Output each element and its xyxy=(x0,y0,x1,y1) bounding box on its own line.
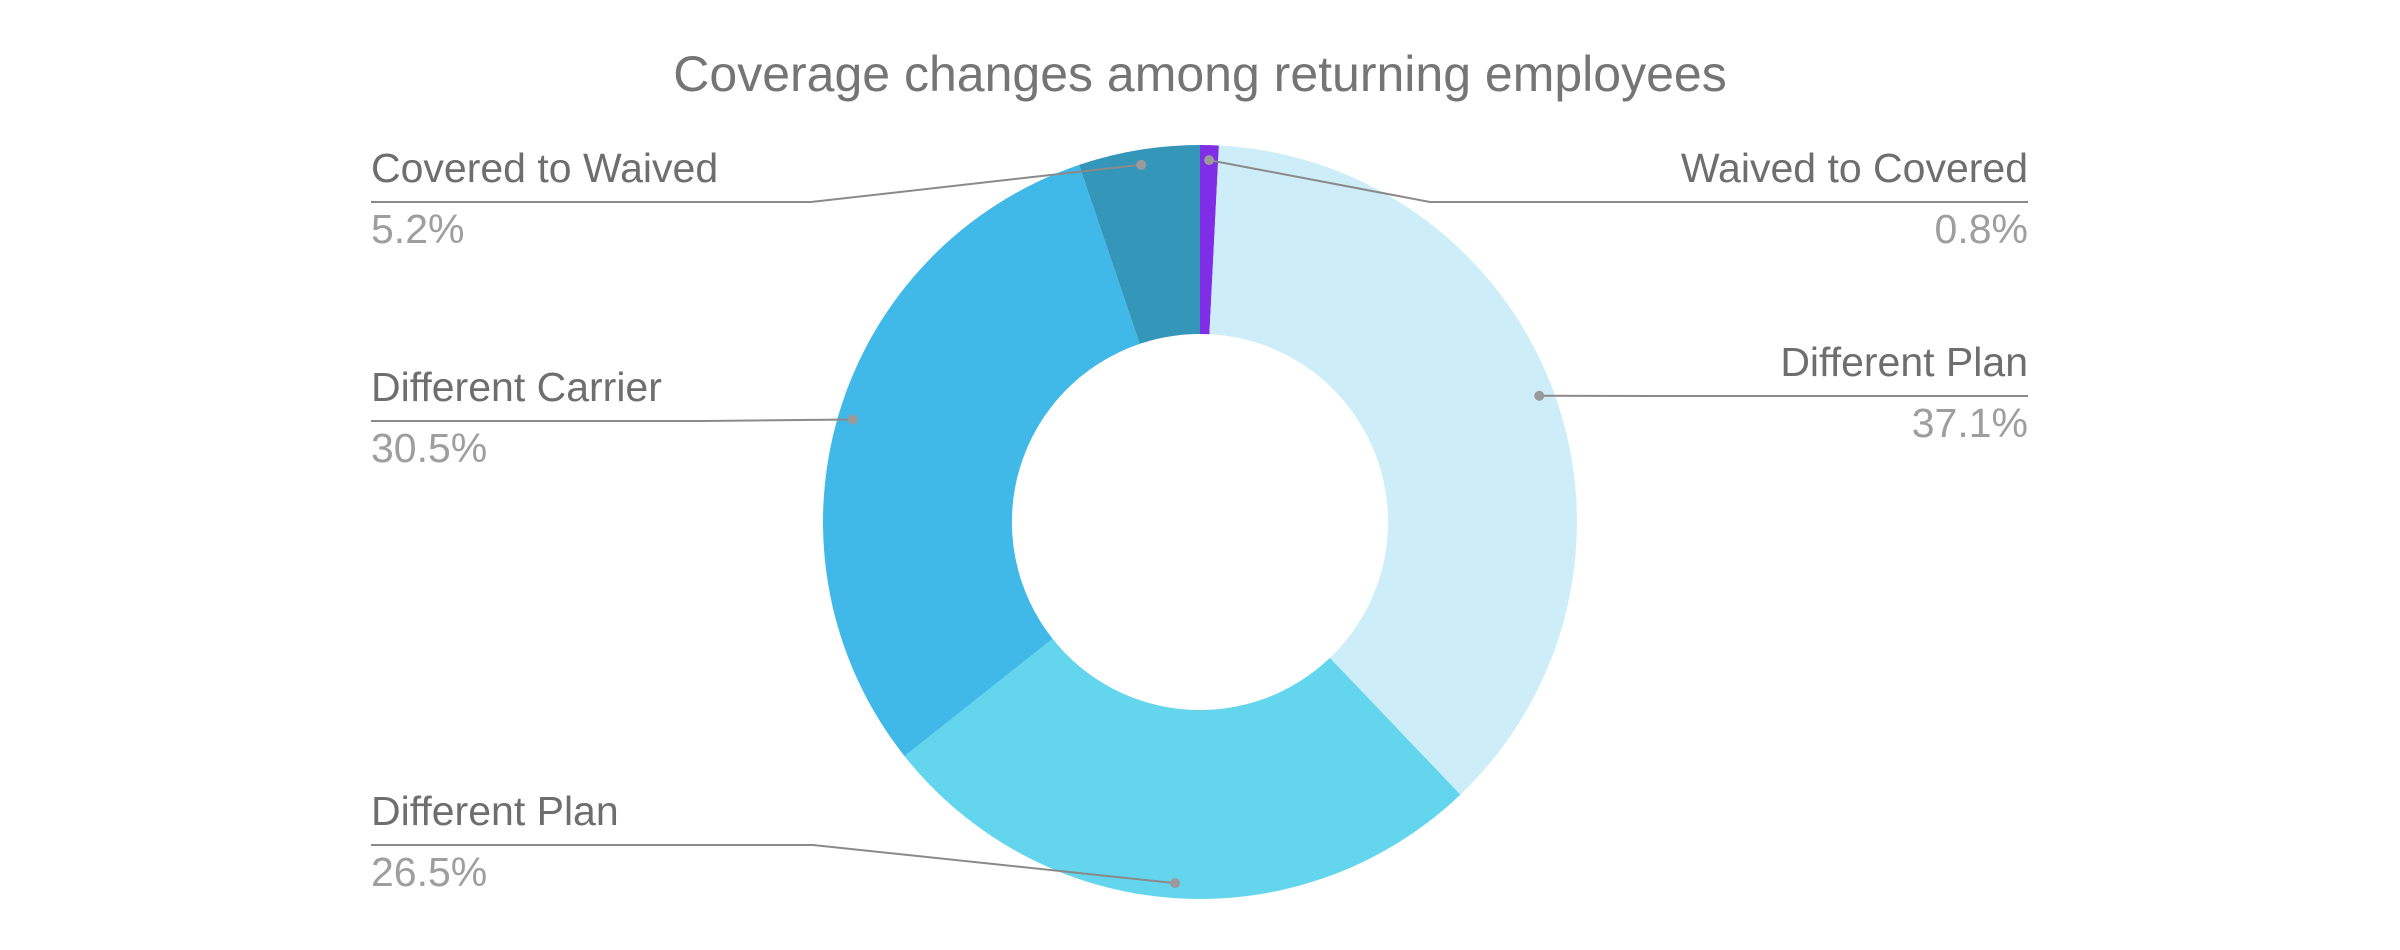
slice-percentage: 37.1% xyxy=(1911,400,2028,446)
slice-percentage: 30.5% xyxy=(371,425,488,471)
label-connector xyxy=(371,844,1176,885)
slice-label: Waived to Covered xyxy=(1680,145,2028,191)
connector-dot xyxy=(1136,159,1147,170)
pie-slice[interactable] xyxy=(823,164,1140,757)
slice-label-block: Different Carrier 30.5% xyxy=(371,365,662,470)
slice-label-block: Covered to Waived 5.2% xyxy=(371,146,718,251)
slice-label: Different Plan xyxy=(371,788,619,834)
slice-percentage: 5.2% xyxy=(371,206,465,252)
connector-dot xyxy=(1204,155,1215,166)
slice-label-block: Waived to Covered 0.8% xyxy=(1681,146,2028,251)
slice-label: Different Carrier xyxy=(371,364,662,410)
label-connector xyxy=(371,418,853,422)
chart-title: Coverage changes among returning employe… xyxy=(673,46,1727,102)
pie-slice[interactable] xyxy=(1209,145,1577,795)
slice-percentage: 26.5% xyxy=(371,849,488,895)
label-connector xyxy=(371,163,1142,203)
slice-label-block: Different Plan 37.1% xyxy=(1780,340,2028,445)
connector-dot xyxy=(1534,390,1545,401)
pie-slice[interactable] xyxy=(1079,145,1200,344)
slice-percentage: 0.8% xyxy=(1934,206,2028,252)
pie-slice[interactable] xyxy=(904,638,1461,899)
connector-dot xyxy=(847,414,858,425)
pie-slice[interactable] xyxy=(1200,145,1219,335)
connector-dot xyxy=(1170,878,1180,889)
slice-label: Covered to Waived xyxy=(371,145,719,191)
slice-label-block: Different Plan 26.5% xyxy=(371,789,619,894)
label-connector xyxy=(1208,159,2028,203)
slice-label: Different Plan xyxy=(1780,339,2028,385)
